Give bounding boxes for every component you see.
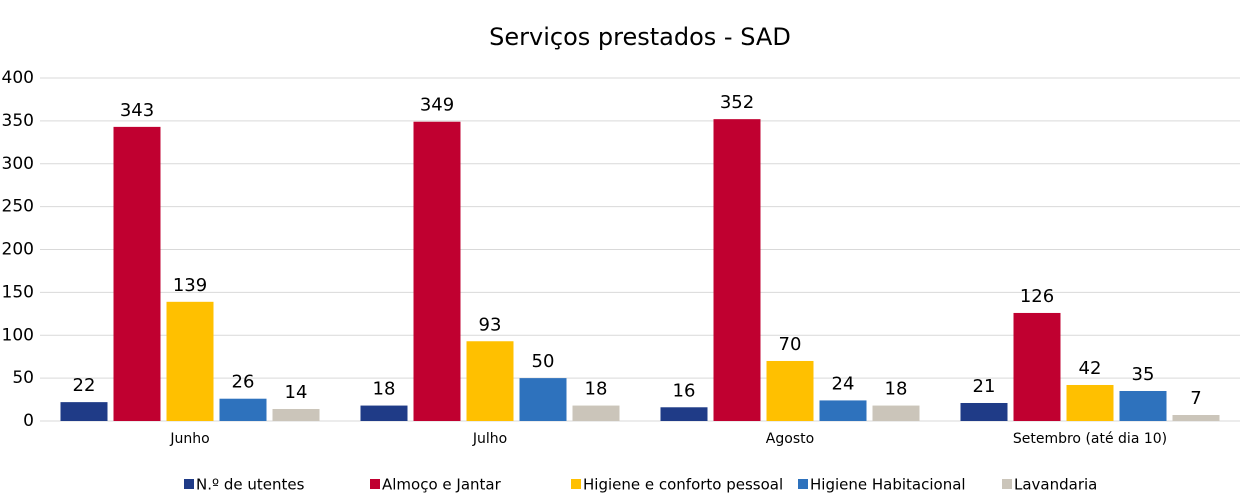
data-label: 352 [720, 92, 754, 113]
bar [960, 402, 1008, 421]
y-tick-label: 350 [2, 111, 34, 131]
data-label: 349 [420, 95, 454, 116]
bar [272, 408, 320, 421]
legend-swatch [1002, 479, 1012, 489]
legend-swatch [798, 479, 808, 489]
data-label: 35 [1132, 364, 1155, 385]
data-label: 343 [120, 100, 154, 121]
legend-swatch [184, 479, 194, 489]
bar [872, 405, 920, 421]
legend-label: Higiene e conforto pessoal [583, 476, 783, 494]
data-label: 22 [73, 375, 96, 396]
bar [360, 405, 408, 421]
data-label: 24 [832, 373, 855, 394]
chart-title: Serviços prestados - SAD [489, 23, 791, 51]
bar [819, 400, 867, 421]
y-tick-label: 150 [2, 282, 34, 302]
data-label: 93 [479, 314, 502, 335]
y-tick-label: 0 [23, 411, 34, 431]
bar [713, 119, 761, 421]
bar [766, 360, 814, 421]
data-label: 139 [173, 275, 207, 296]
legend-label: Higiene Habitacional [810, 476, 966, 494]
data-label: 26 [232, 372, 255, 393]
bar [1013, 312, 1061, 421]
bar [413, 121, 461, 422]
legend-swatch [370, 479, 380, 489]
data-label: 7 [1190, 388, 1201, 409]
data-label: 18 [885, 379, 908, 400]
legend-label: Lavandaria [1014, 476, 1097, 494]
bar [166, 301, 214, 421]
x-tick-label: Setembro (até dia 10) [1013, 431, 1167, 447]
bar [60, 402, 108, 421]
legend-label: N.º de utentes [196, 476, 305, 494]
y-tick-label: 250 [2, 197, 34, 217]
x-tick-label: Julho [472, 431, 507, 447]
y-tick-label: 200 [2, 240, 34, 260]
x-tick-label: Junho [169, 431, 209, 447]
bar [1172, 414, 1220, 421]
x-tick-label: Agosto [766, 431, 814, 447]
bar [660, 407, 708, 421]
data-label: 18 [585, 379, 608, 400]
data-label: 16 [673, 380, 696, 401]
y-tick-label: 400 [2, 68, 34, 88]
bar [113, 126, 161, 421]
data-label: 14 [285, 382, 308, 403]
y-tick-label: 50 [12, 368, 34, 388]
legend-swatch [571, 479, 581, 489]
data-label: 42 [1079, 358, 1102, 379]
data-label: 70 [779, 334, 802, 355]
data-label: 50 [532, 351, 555, 372]
y-tick-label: 300 [2, 154, 34, 174]
bar [466, 341, 514, 421]
bar [1119, 390, 1167, 421]
data-label: 126 [1020, 286, 1054, 307]
bar [572, 405, 620, 421]
y-tick-label: 100 [2, 325, 34, 345]
data-label: 21 [973, 376, 996, 397]
bar [1066, 384, 1114, 421]
bar [519, 378, 567, 421]
legend-label: Almoço e Jantar [382, 476, 502, 494]
bar [219, 398, 267, 421]
data-label: 18 [373, 379, 396, 400]
